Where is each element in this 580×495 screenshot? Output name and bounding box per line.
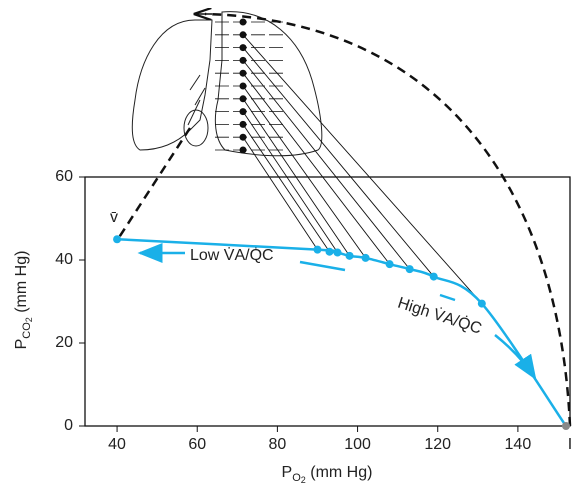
connector <box>242 124 330 252</box>
point <box>477 299 486 308</box>
curve <box>117 238 568 427</box>
y-tick-label: 20 <box>55 334 73 351</box>
point <box>429 272 438 281</box>
y-axis-label: PCO2 (mm Hg) <box>13 251 34 350</box>
connector <box>242 72 390 265</box>
point <box>325 247 334 256</box>
end-label: I <box>568 436 572 453</box>
y-tick-label: 0 <box>64 417 73 434</box>
x-tick-label: 40 <box>108 436 126 453</box>
x-tick-label: 80 <box>268 436 286 453</box>
x-label-sub: O <box>292 472 301 484</box>
connector-lines <box>215 18 483 304</box>
connector <box>242 47 435 277</box>
y-label-p: P <box>13 339 30 350</box>
point <box>561 422 570 430</box>
connector <box>242 34 483 304</box>
x-axis-label: PO2 (mm Hg) <box>282 464 373 485</box>
lung-sketch <box>116 12 572 427</box>
point <box>313 245 322 254</box>
x-label-p: P <box>282 464 293 481</box>
x-label-subsub: 2 <box>301 475 306 485</box>
low-label: Low V̇A/Q̇C <box>190 246 274 264</box>
y-label-rest: (mm Hg) <box>13 251 30 318</box>
point <box>405 265 414 274</box>
connector <box>242 60 411 270</box>
x-tick-label: 60 <box>188 436 206 453</box>
y-tick-label: 40 <box>55 251 73 268</box>
plot-frame <box>84 176 571 427</box>
point <box>345 251 354 260</box>
x-label-rest: (mm Hg) <box>306 464 373 481</box>
y-label-sub: CO <box>21 322 33 339</box>
x-tick-label: 120 <box>424 436 451 453</box>
point <box>333 248 342 257</box>
dash <box>299 260 456 302</box>
high-label: High V̇A/Q̇C <box>395 293 484 337</box>
point <box>385 260 394 269</box>
connector <box>242 111 338 253</box>
connector <box>242 136 318 250</box>
x-tick-label: 140 <box>505 436 532 453</box>
y-tick-label: 60 <box>55 168 73 185</box>
start-label: v̄ <box>110 209 118 226</box>
x-tick-label: 100 <box>344 436 371 453</box>
y-label-subsub: 2 <box>24 317 34 322</box>
connector <box>242 85 366 259</box>
point <box>113 235 122 244</box>
point <box>361 253 370 262</box>
